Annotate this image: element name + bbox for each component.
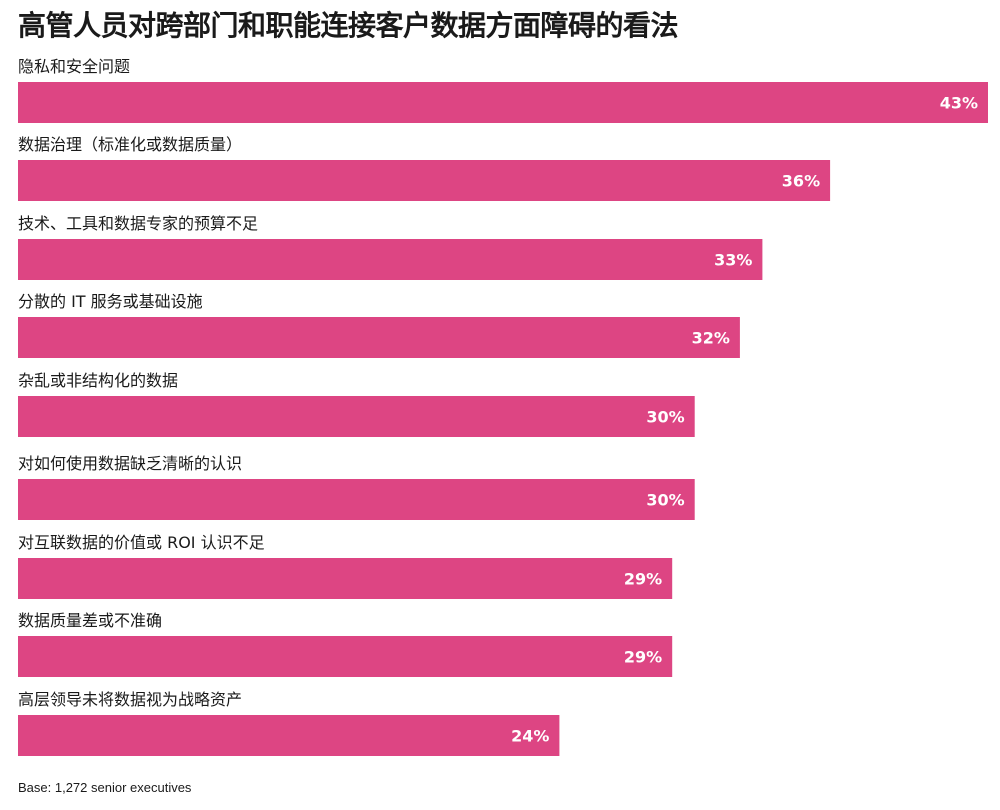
category-label: 隐私和安全问题 <box>18 57 130 76</box>
footnote: Base: 1,272 senior executives <box>18 780 192 795</box>
bar <box>18 82 988 123</box>
bar <box>18 558 673 599</box>
bar <box>18 239 763 280</box>
category-label: 杂乱或非结构化的数据 <box>18 371 178 390</box>
bar-chart: 隐私和安全问题 43% 数据治理（标准化或数据质量） 36% 技术、工具和数据专家的预算… <box>18 57 988 756</box>
bar <box>18 636 673 677</box>
category-label: 高层领导未将数据视为战略资产 <box>18 690 242 709</box>
category-label: 对互联数据的价值或 ROI 认识不足 <box>18 533 265 552</box>
value-label: 32% <box>692 329 730 348</box>
category-label: 对如何使用数据缺乏清晰的认识 <box>18 454 242 473</box>
value-label: 43% <box>940 94 978 113</box>
value-label: 30% <box>646 408 684 427</box>
bar <box>18 317 740 358</box>
chart-title: 高管人员对跨部门和职能连接客户数据方面障碍的看法 <box>18 9 679 42</box>
category-label: 技术、工具和数据专家的预算不足 <box>18 214 258 233</box>
value-label: 29% <box>624 570 662 589</box>
bar <box>18 715 560 756</box>
category-label: 数据治理（标准化或数据质量） <box>18 135 242 154</box>
value-label: 30% <box>646 491 684 510</box>
category-label: 分散的 IT 服务或基础设施 <box>18 292 203 311</box>
value-label: 24% <box>511 727 549 746</box>
bar <box>18 160 831 201</box>
bar <box>18 479 695 520</box>
value-label: 36% <box>782 172 820 191</box>
category-label: 数据质量差或不准确 <box>18 611 162 630</box>
value-label: 33% <box>714 251 752 270</box>
bar <box>18 396 695 437</box>
value-label: 29% <box>624 648 662 667</box>
